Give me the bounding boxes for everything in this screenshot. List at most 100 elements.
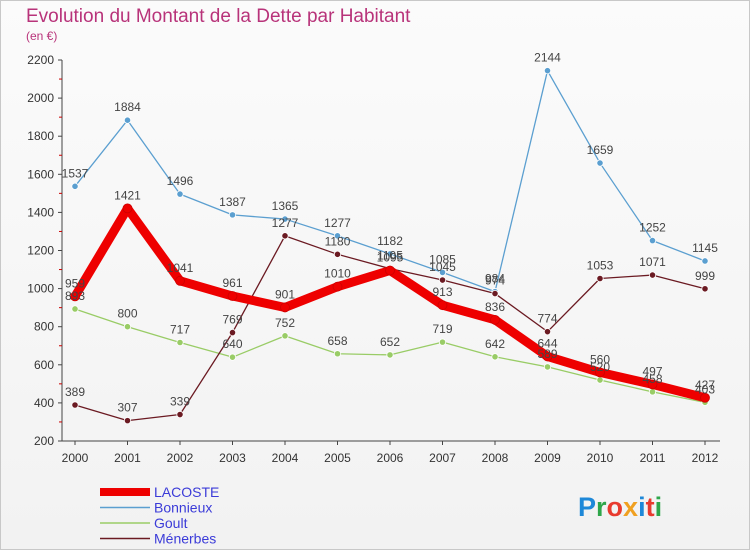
data-label: 1252 [639, 221, 666, 235]
data-label: 800 [117, 307, 137, 321]
data-point [543, 67, 552, 75]
data-point [333, 250, 342, 258]
data-point [490, 314, 500, 325]
data-label: 901 [275, 287, 295, 301]
data-label: 769 [222, 313, 242, 327]
data-point [71, 401, 79, 409]
x-tick-label: 2010 [587, 451, 614, 465]
y-tick-label: 400 [34, 396, 54, 410]
data-label: 913 [432, 285, 452, 299]
data-labels: 959 1421 1041 961 901 1010 1095 913 836 644 560 497… [62, 51, 719, 415]
data-point [648, 236, 657, 245]
logo-letter: o [607, 492, 624, 522]
data-point [701, 285, 709, 293]
data-point [647, 379, 658, 390]
data-point [123, 323, 132, 331]
data-label: 1277 [272, 216, 299, 230]
data-point [596, 159, 604, 167]
data-label: 1421 [114, 188, 141, 202]
data-label: 719 [432, 322, 452, 336]
x-tick-label: 2005 [324, 451, 351, 465]
data-point [332, 281, 343, 292]
data-label: 1180 [325, 234, 351, 248]
data-label: 339 [170, 395, 190, 409]
data-point [333, 350, 342, 358]
chart-title: Evolution du Montant de la Dette par Hab… [26, 6, 411, 27]
data-label: 1884 [114, 100, 141, 114]
data-label: 1105 [377, 249, 403, 263]
y-tick-label: 2200 [27, 53, 54, 67]
data-label: 642 [485, 337, 505, 351]
y-tick-label: 200 [34, 434, 54, 448]
x-tick-label: 2004 [272, 451, 299, 465]
y-tick-label: 1000 [27, 282, 54, 296]
data-label: 497 [642, 364, 662, 378]
x-tick-label: 2012 [692, 451, 719, 465]
data-label: 307 [117, 401, 137, 415]
data-point [228, 211, 237, 219]
data-label: 1387 [219, 195, 246, 209]
data-label: 1041 [167, 261, 194, 275]
logo-letter: t [646, 492, 655, 522]
data-label: 1145 [692, 241, 718, 255]
data-label: 836 [485, 300, 505, 314]
y-tick-label: 1400 [27, 205, 54, 219]
x-tick-label: 2002 [167, 451, 194, 465]
data-label: 644 [537, 336, 557, 350]
data-point [491, 289, 499, 298]
data-label: 1365 [272, 199, 299, 213]
data-point [437, 300, 448, 311]
data-point [176, 190, 184, 198]
data-label: 1095 [377, 251, 404, 265]
data-label: 717 [170, 323, 190, 337]
data-label: 1071 [639, 255, 666, 269]
data-point [227, 291, 238, 301]
data-point [438, 338, 447, 346]
data-label: 959 [65, 276, 85, 290]
data-label: 1053 [587, 259, 614, 273]
data-label: 1659 [587, 143, 614, 157]
data-point [542, 351, 553, 362]
data-point [491, 353, 499, 361]
data-point [386, 351, 394, 359]
data-point [281, 215, 289, 223]
y-tick-label: 2000 [27, 91, 54, 105]
data-point [175, 275, 185, 286]
data-point [596, 376, 604, 384]
data-point [123, 417, 132, 425]
data-label: 984 [485, 272, 505, 286]
data-point [176, 338, 184, 347]
x-axis-ticks: 2000 2001 2002 2003 2004 2005 2006 2007 2008 2009… [62, 441, 719, 465]
x-tick-label: 2011 [640, 451, 666, 465]
data-label: 774 [537, 312, 557, 326]
data-point [228, 329, 237, 337]
series-layer [70, 67, 710, 425]
data-label: 589 [537, 347, 557, 361]
logo-letter: x [623, 492, 638, 522]
data-label: 1182 [377, 234, 403, 248]
data-point [438, 276, 447, 284]
legend-label: Bonnieux [154, 500, 212, 516]
data-label: 389 [65, 385, 85, 399]
data-point [280, 302, 290, 313]
data-point [123, 116, 132, 124]
data-label: 658 [327, 334, 347, 348]
data-label: 427 [695, 378, 715, 392]
logo-letter: P [578, 492, 596, 522]
logo-letter: i [638, 492, 646, 522]
data-label: 1010 [324, 267, 351, 281]
data-label: 560 [590, 352, 610, 366]
data-point [122, 203, 133, 214]
data-point [71, 305, 79, 313]
data-label: 974 [485, 274, 505, 288]
logo-letter: r [596, 492, 607, 522]
y-tick-label: 1200 [27, 244, 54, 258]
data-point [385, 265, 395, 276]
x-tick-label: 2007 [429, 451, 456, 465]
proxiti-logo: Proxiti [578, 492, 662, 522]
x-tick-label: 2006 [377, 451, 404, 465]
data-label: 893 [65, 289, 85, 303]
data-point [281, 232, 289, 240]
y-tick-label: 1600 [27, 167, 54, 181]
